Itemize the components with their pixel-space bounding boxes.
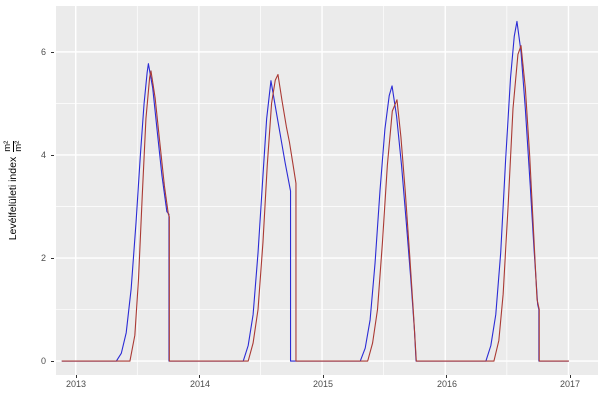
y-tick-label-4: 4 — [40, 149, 46, 160]
x-tick-mark — [569, 375, 571, 378]
y-axis-unit-numerator: m² — [1, 140, 13, 152]
x-tick-mark — [446, 375, 447, 378]
x-tick-mark — [322, 375, 324, 378]
y-tick-mark — [51, 360, 54, 362]
x-tick-label-2013: 2013 — [65, 379, 87, 389]
y-tick-label-2: 2 — [40, 252, 46, 263]
x-tick-label-2015: 2015 — [312, 379, 334, 389]
plot-panel — [56, 6, 598, 375]
series-lines — [61, 20, 569, 362]
plot-svg — [56, 6, 598, 375]
y-axis-title: Levélfelületi index m² m² — [0, 6, 26, 375]
x-tick-label-2016: 2016 — [436, 379, 458, 389]
y-tick-mark — [51, 51, 54, 53]
y-axis-unit-fraction: m² m² — [1, 140, 24, 152]
x-tick-mark — [199, 375, 200, 378]
major-gridlines — [56, 6, 598, 375]
x-tick-label-2017: 2017 — [559, 379, 581, 389]
x-tick-label-2014: 2014 — [189, 379, 211, 389]
red-series-line — [61, 45, 569, 362]
y-axis-title-text: Levélfelületi index — [7, 156, 19, 241]
y-tick-label-0: 0 — [40, 355, 46, 366]
y-tick-label-6: 6 — [40, 46, 46, 57]
minor-gridlines — [56, 6, 598, 375]
x-tick-mark — [75, 375, 77, 378]
y-tick-mark — [51, 154, 54, 156]
blue-series-line — [61, 20, 569, 362]
y-tick-mark — [51, 257, 54, 259]
